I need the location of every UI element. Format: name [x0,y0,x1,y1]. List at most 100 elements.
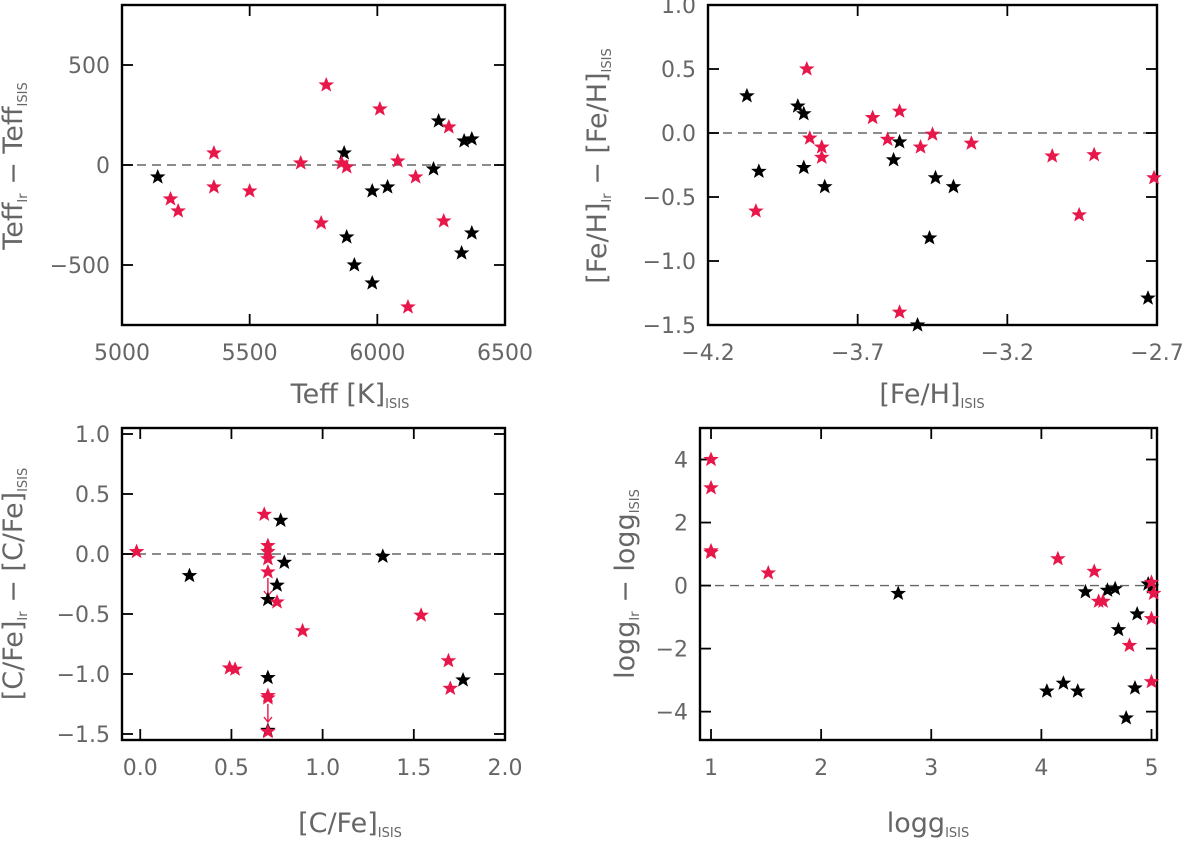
y-tick-label: 0.0 [661,122,696,147]
x-tick-label: −3.7 [831,341,884,366]
data-point-set_a [1069,683,1086,698]
x-tick-label: 2.0 [488,756,523,781]
y-tick-label: −1.5 [643,314,696,339]
y-tick-label: 4 [674,449,688,474]
data-point-set_a [885,151,902,167]
data-point-set_b [760,564,777,580]
data-point-set_b [748,203,764,218]
x-axis-title: [C/Fe]ISIS [298,808,402,841]
y-axis-title-minus: − [582,154,613,194]
x-tick-label: −2.7 [1130,341,1183,366]
y-axis-title-main2: Teff [0,105,29,155]
data-point-set_b [813,149,830,164]
data-point-set_b [435,213,452,228]
data-point-set_b [313,215,329,230]
panel-cfe: 0.0 0.5 1.0 1.5 2.0 −1.5 −1.0 −0.5 0.0 0.5 1.0 [C/… [0,423,523,841]
data-point-set_a [890,585,907,601]
data-point-set_a [891,133,908,149]
data-point-set_a [1129,605,1145,621]
y-axis-title: [Fe/H]Ir − [Fe/H]ISIS [582,48,615,283]
data-point-set_a [338,229,355,244]
data-point-set_a [375,548,391,563]
y-axis-title-sub1: Ir [600,193,615,203]
data-point-set_a [909,317,926,332]
data-point-set_a [1055,675,1072,690]
x-axis-title: [Fe/H]ISIS [879,379,984,412]
data-point-set_a [1110,621,1127,637]
x-tick-label: 0.5 [214,756,249,781]
x-tick-label: 6500 [477,341,533,366]
data-point-set_a [1127,680,1143,695]
y-tick-label: 1.0 [75,423,110,448]
data-point-set_a [453,245,470,260]
data-point-set_a [751,163,767,178]
data-point-set_a [795,159,812,175]
y-tick-label: −2 [656,638,688,663]
y-axis-title: [C/Fe]Ir − [C/Fe]ISIS [0,468,31,701]
y-tick-label: −1.0 [57,663,110,688]
data-point-set_b [256,506,273,521]
data-point-set_a [1140,290,1156,305]
data-point-set_b [372,101,388,116]
data-point-set_b [206,179,222,194]
y-tick-label: −0.5 [643,186,696,211]
data-point-set_b [1086,563,1103,578]
data-point-set_a [1039,683,1055,698]
y-axis-title-main2: [Fe/H] [582,72,613,153]
data-point-set_a [816,178,833,194]
y-tick-label: −500 [50,254,110,279]
data-point-set_b [891,103,908,118]
data-point-set_b [269,594,285,609]
data-point-set_a [945,178,962,194]
x-tick-label: 3 [924,756,938,781]
y-axis-title-sub1: Ir [16,193,31,203]
x-tick-label: 6000 [349,341,405,366]
x-tick-label: 2 [814,756,828,781]
y-axis-title-main: [Fe/H] [582,203,613,284]
y-tick-label: −4 [656,701,688,726]
data-point-set_b [260,550,276,566]
plot-frame [706,3,1159,327]
data-point-set_a [260,669,276,685]
data-point-set_b [206,145,222,160]
data-point-set_a [379,179,396,194]
data-point-set_a [739,87,755,103]
data-point-set_b [703,544,719,560]
x-tick-label: 0.0 [123,756,158,781]
x-axis-title-sub: ISIS [385,397,409,412]
x-tick-label: 5500 [222,341,278,366]
data-point-set_b [407,169,424,184]
plot-frame [698,426,1159,742]
data-point-set_b [400,299,416,314]
data-point-set_b [1050,550,1066,566]
x-tick-label: −3.2 [981,341,1034,366]
x-tick-label: 1.0 [305,756,340,781]
data-point-set_b [1044,148,1061,163]
y-axis-title-sub2: ISIS [600,48,615,72]
data-point-set_a [346,257,363,272]
data-point-set_b [864,109,881,125]
data-point-set_b [703,451,719,467]
y-axis-title-sub1: Ir [628,611,643,621]
x-axis-title: loggISIS [887,808,969,841]
y-tick-label: 0.0 [75,543,110,568]
data-point-set_b [1146,169,1162,185]
data-point-set_b [413,607,429,622]
data-point-set_b [440,652,457,668]
data-point-set_b [963,135,980,150]
y-tick-label: 0 [674,575,688,600]
data-point-set_b [294,622,311,638]
data-point-set_b [241,183,258,198]
y-axis-title-main: logg [610,621,641,679]
data-point-set_b [260,564,276,579]
x-tick-label: 5000 [94,341,150,366]
data-point-set_a [927,169,944,185]
y-tick-label: 2 [674,512,688,537]
x-tick-label: 4 [1034,756,1048,781]
y-axis-title-sub2: ISIS [628,489,643,513]
y-axis-title-main2: [C/Fe] [0,492,29,572]
y-tick-label: −1.0 [643,250,696,275]
data-point-set_a [336,145,352,160]
